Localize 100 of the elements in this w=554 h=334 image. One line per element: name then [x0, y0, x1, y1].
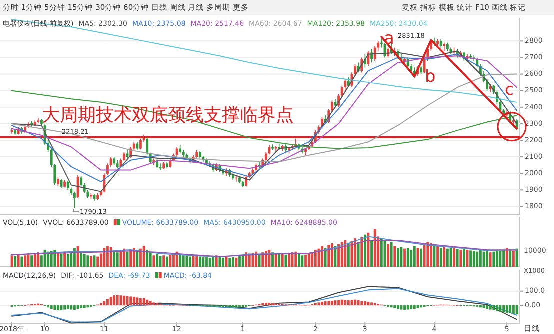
bar [396, 306, 400, 310]
bar [120, 296, 122, 306]
bar [489, 306, 492, 310]
bar [344, 300, 347, 306]
bar [360, 237, 364, 267]
bar [374, 303, 376, 306]
bar [255, 252, 258, 267]
bar [357, 300, 360, 306]
bar [262, 303, 264, 306]
bar [410, 306, 413, 310]
bar [20, 256, 24, 267]
bar [492, 252, 496, 267]
bar [238, 256, 241, 267]
bar [152, 302, 156, 306]
bar [222, 258, 224, 267]
bar [512, 306, 515, 314]
bar [512, 251, 515, 267]
bar [179, 254, 182, 267]
annotation: b [425, 67, 436, 87]
bar [446, 248, 449, 267]
bar [380, 238, 383, 267]
bar [149, 301, 152, 306]
bar [130, 296, 132, 306]
bar [347, 300, 350, 306]
bar [130, 250, 132, 267]
bar [396, 248, 400, 267]
bar [123, 296, 126, 306]
bar [311, 252, 314, 267]
bar [502, 250, 505, 267]
bar [281, 253, 284, 267]
bar [463, 248, 466, 267]
bar [370, 240, 373, 267]
bar [57, 306, 60, 310]
bar [136, 298, 139, 306]
bar [330, 300, 334, 306]
bar [509, 306, 512, 314]
bar [304, 254, 307, 267]
bar [156, 254, 158, 267]
bar [387, 244, 390, 267]
bar [404, 306, 406, 310]
bar [390, 242, 393, 267]
bar [100, 303, 102, 306]
bar [410, 250, 413, 267]
bar [496, 306, 498, 312]
bar [506, 248, 508, 267]
bar [66, 254, 70, 267]
bar [360, 301, 364, 306]
bar [14, 256, 16, 267]
bar [394, 246, 396, 267]
bar [264, 302, 268, 306]
bar [80, 306, 82, 308]
bar [486, 251, 488, 267]
bar [394, 306, 396, 308]
bar [486, 306, 488, 310]
bar [103, 248, 106, 267]
bar [116, 295, 119, 306]
bar [330, 244, 334, 267]
bar [502, 306, 505, 313]
bar [328, 301, 330, 306]
bar [470, 250, 472, 267]
bar [50, 306, 53, 310]
bar [202, 258, 205, 267]
bar [443, 247, 446, 267]
bar [406, 248, 410, 267]
bar [472, 251, 476, 267]
bar [70, 306, 73, 310]
bar [328, 245, 330, 267]
bar [340, 242, 344, 267]
bar [228, 258, 232, 267]
bar [212, 256, 215, 267]
candlestick [443, 42, 446, 52]
bar [106, 246, 109, 267]
bar [321, 246, 324, 267]
bar [314, 250, 317, 267]
bar [338, 244, 340, 267]
bar [198, 256, 202, 267]
bar [34, 254, 36, 267]
bar [146, 250, 149, 267]
bar [83, 254, 86, 267]
bar [24, 256, 26, 267]
bar [152, 256, 156, 267]
bar [476, 252, 479, 267]
bar [162, 256, 166, 267]
bar [50, 251, 53, 267]
bar [294, 252, 298, 267]
bar [298, 254, 300, 267]
bar [264, 251, 268, 267]
bar [156, 303, 158, 306]
bar [30, 256, 33, 267]
bar [186, 256, 188, 267]
bar [74, 306, 76, 310]
bar [496, 250, 498, 267]
bar [182, 256, 185, 267]
bar [17, 254, 20, 267]
bar [364, 234, 366, 267]
bar [278, 254, 281, 267]
candlestick [123, 152, 126, 162]
bar [509, 250, 512, 267]
bar [506, 306, 508, 314]
bar [423, 244, 426, 267]
